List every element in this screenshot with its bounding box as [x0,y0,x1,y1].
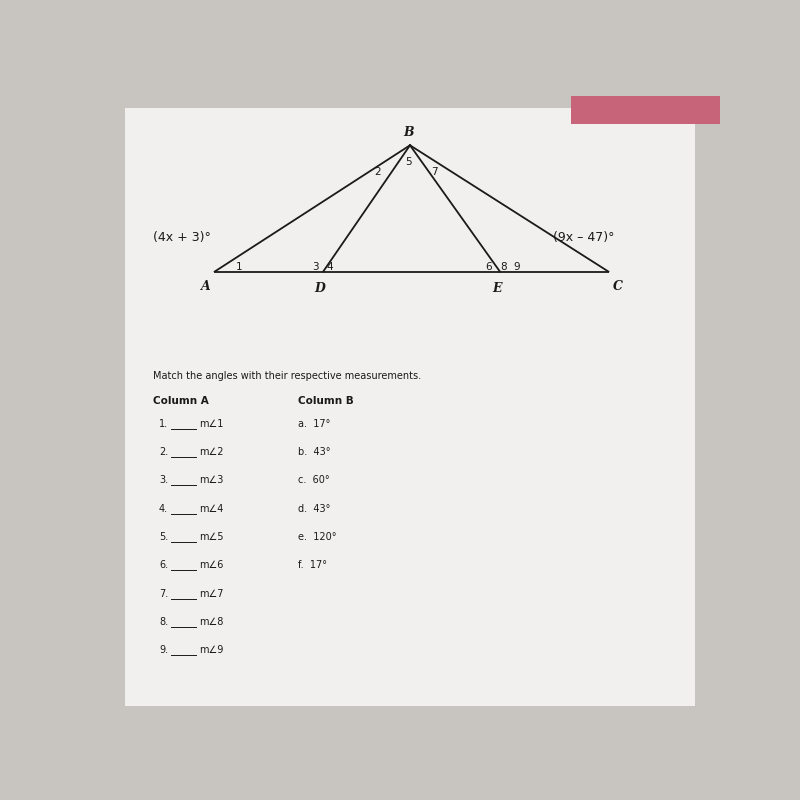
Text: m∠2: m∠2 [199,447,224,457]
Text: m∠1: m∠1 [199,418,223,429]
Text: 5.: 5. [159,532,168,542]
Text: 5: 5 [405,157,411,167]
Text: Column B: Column B [298,396,354,406]
Text: A: A [201,281,210,294]
Text: 2.: 2. [159,447,168,457]
Text: C: C [613,281,622,294]
Text: 3.: 3. [159,475,168,486]
Text: (9x – 47)°: (9x – 47)° [553,231,614,244]
Text: Match the angles with their respective measurements.: Match the angles with their respective m… [153,371,421,382]
Text: 7: 7 [431,166,438,177]
Text: B: B [403,126,414,139]
FancyBboxPatch shape [125,108,695,706]
Text: d.  43°: d. 43° [298,504,330,514]
Text: 1.: 1. [159,418,168,429]
Text: 4.: 4. [159,504,168,514]
Text: m∠6: m∠6 [199,560,223,570]
Text: 6: 6 [485,262,491,272]
Text: f.  17°: f. 17° [298,560,327,570]
Text: 8: 8 [500,262,507,272]
Text: 7.: 7. [159,589,168,598]
Text: 4: 4 [326,262,333,272]
Text: e.  120°: e. 120° [298,532,337,542]
Text: m∠5: m∠5 [199,532,224,542]
Text: m∠7: m∠7 [199,589,224,598]
Text: 9.: 9. [159,646,168,655]
Text: D: D [314,282,326,294]
Text: c.  60°: c. 60° [298,475,330,486]
Text: m∠4: m∠4 [199,504,223,514]
Text: 8.: 8. [159,617,168,627]
Text: 6.: 6. [159,560,168,570]
Text: b.  43°: b. 43° [298,447,331,457]
Text: m∠3: m∠3 [199,475,223,486]
Text: 3: 3 [313,262,319,272]
FancyBboxPatch shape [571,96,720,124]
Text: E: E [492,282,502,294]
Text: m∠8: m∠8 [199,617,223,627]
Text: a.  17°: a. 17° [298,418,330,429]
Text: 9: 9 [514,262,520,272]
Text: 2: 2 [374,166,381,177]
Text: m∠9: m∠9 [199,646,223,655]
Text: (4x + 3)°: (4x + 3)° [153,231,210,244]
Text: Column A: Column A [153,396,209,406]
Text: 1: 1 [236,262,243,272]
